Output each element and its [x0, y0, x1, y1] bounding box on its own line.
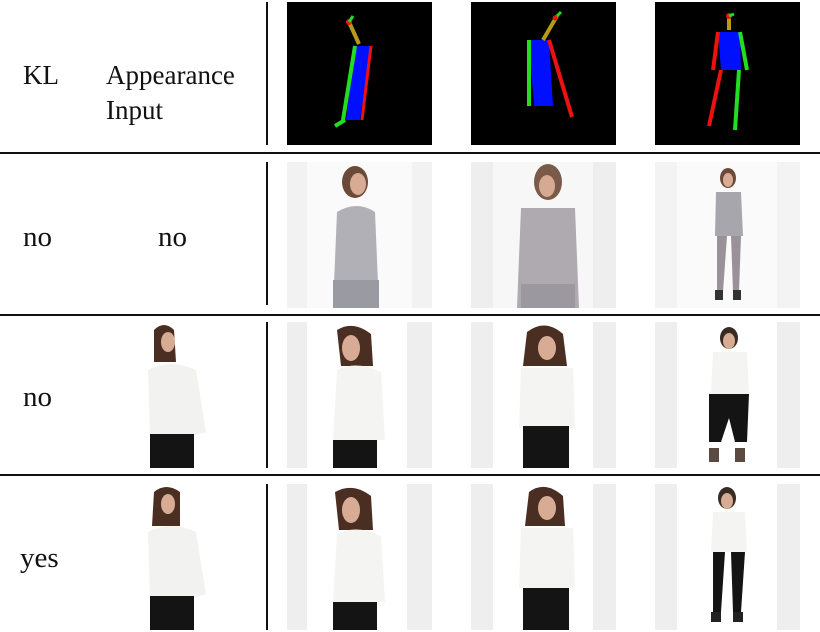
kl-column-header: KL: [23, 60, 59, 90]
appearance-input-column-header-line1: Appearance: [106, 60, 235, 90]
appearance-input-image-row3: [140, 484, 210, 630]
column-separator-row-3: [266, 484, 268, 630]
column-separator-row-2: [266, 322, 268, 468]
row2-kl-value: no: [23, 381, 52, 413]
generated-image-row2-pose2: [471, 322, 616, 468]
generated-image-row1-pose3: [655, 162, 800, 308]
appearance-input-column-header-line2: Input: [106, 95, 163, 125]
row1-kl-value: no: [23, 221, 52, 253]
generated-image-row1-pose2: [471, 162, 616, 308]
pose-map-3: [655, 2, 800, 145]
row-separator-3: [0, 474, 820, 476]
appearance-input-image-row2: [140, 322, 210, 468]
pose-map-1: [287, 2, 432, 145]
generated-image-row2-pose3: [655, 322, 800, 468]
row-separator-1: [0, 152, 820, 154]
row3-kl-value: yes: [20, 542, 59, 574]
generated-image-row2-pose1: [287, 322, 432, 468]
row-separator-2: [0, 314, 820, 316]
column-separator-row-0: [266, 2, 268, 145]
generated-image-row3-pose3: [655, 484, 800, 630]
column-separator-row-1: [266, 162, 268, 305]
generated-image-row3-pose1: [287, 484, 432, 630]
pose-map-2: [471, 2, 616, 145]
generated-image-row3-pose2: [471, 484, 616, 630]
row1-appearance-value: no: [158, 221, 187, 253]
generated-image-row1-pose1: [287, 162, 432, 308]
